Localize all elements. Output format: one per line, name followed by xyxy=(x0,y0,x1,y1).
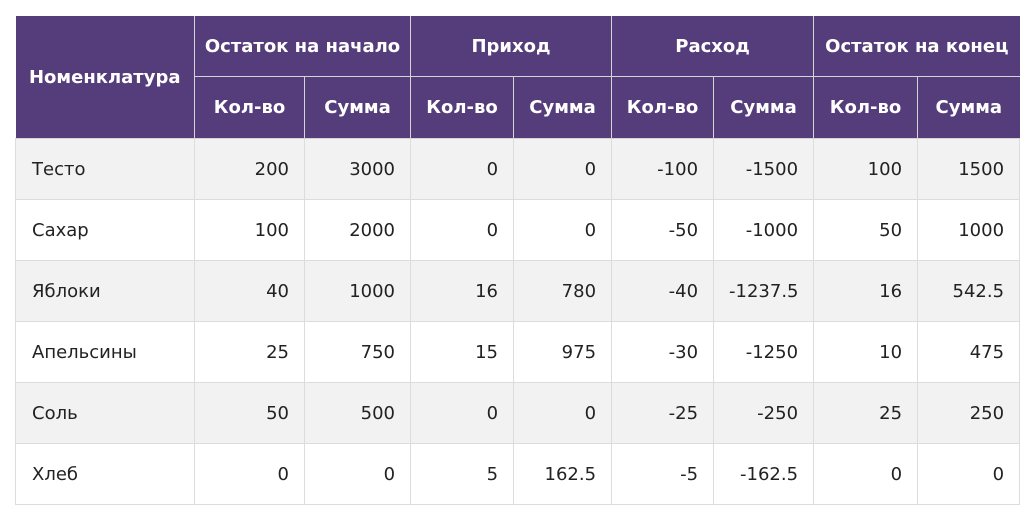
header-name[interactable]: Номенклатура xyxy=(15,16,195,139)
cell-outgoing-sum: -1500 xyxy=(713,138,814,200)
cell-closing-qty: 16 xyxy=(813,260,918,322)
table-row: Яблоки 40 1000 16 780 -40 -1237.5 16 542… xyxy=(15,260,1021,322)
cell-closing-qty: 50 xyxy=(813,199,918,261)
cell-incoming-sum: 0 xyxy=(513,138,612,200)
cell-outgoing-sum: -162.5 xyxy=(713,443,814,505)
cell-opening-qty: 100 xyxy=(194,199,305,261)
cell-closing-sum: 250 xyxy=(917,382,1021,444)
header-sub-qty[interactable]: Кол-во xyxy=(611,76,714,139)
header-sub-sum[interactable]: Сумма xyxy=(917,76,1020,139)
cell-incoming-sum: 0 xyxy=(513,382,612,444)
cell-opening-qty: 200 xyxy=(194,138,305,200)
cell-opening-sum: 1000 xyxy=(303,260,411,322)
cell-closing-sum: 1000 xyxy=(917,199,1021,261)
table-header: Номенклатура Остаток на начало Приход Ра… xyxy=(15,16,1020,139)
cell-opening-sum: 0 xyxy=(303,443,411,505)
cell-outgoing-qty: -40 xyxy=(611,260,714,322)
cell-incoming-sum: 780 xyxy=(513,260,612,322)
header-sub-qty[interactable]: Кол-во xyxy=(410,76,514,139)
cell-opening-qty: 40 xyxy=(194,260,305,322)
cell-incoming-sum: 0 xyxy=(513,199,612,261)
header-group-outgoing[interactable]: Расход xyxy=(611,16,814,77)
cell-closing-qty: 25 xyxy=(813,382,918,444)
header-group-closing[interactable]: Остаток на конец xyxy=(813,16,1020,77)
cell-outgoing-sum: -250 xyxy=(713,382,814,444)
row-name: Соль xyxy=(15,382,195,444)
cell-outgoing-sum: -1000 xyxy=(713,199,814,261)
cell-incoming-sum: 162.5 xyxy=(513,443,612,505)
cell-incoming-qty: 0 xyxy=(410,382,514,444)
cell-opening-sum: 3000 xyxy=(303,138,411,200)
cell-closing-sum: 0 xyxy=(917,443,1021,505)
row-name: Яблоки xyxy=(15,260,195,322)
row-name: Тесто xyxy=(15,138,195,200)
table-row: Хлеб 0 0 5 162.5 -5 -162.5 0 0 xyxy=(15,443,1021,505)
table-row: Соль 50 500 0 0 -25 -250 25 250 xyxy=(15,382,1021,444)
cell-closing-qty: 10 xyxy=(813,321,918,383)
cell-incoming-qty: 15 xyxy=(410,321,514,383)
cell-outgoing-sum: -1250 xyxy=(713,321,814,383)
cell-incoming-qty: 0 xyxy=(410,199,514,261)
stock-report: Номенклатура Остаток на начало Приход Ра… xyxy=(15,16,1021,505)
stock-table: Номенклатура Остаток на начало Приход Ра… xyxy=(15,16,1021,505)
cell-opening-qty: 0 xyxy=(194,443,305,505)
table-row: Сахар 100 2000 0 0 -50 -1000 50 1000 xyxy=(15,199,1021,261)
cell-outgoing-sum: -1237.5 xyxy=(713,260,814,322)
cell-closing-sum: 475 xyxy=(917,321,1021,383)
cell-outgoing-qty: -30 xyxy=(611,321,714,383)
table-row: Апельсины 25 750 15 975 -30 -1250 10 475 xyxy=(15,321,1021,383)
cell-opening-qty: 25 xyxy=(194,321,305,383)
header-sub-qty[interactable]: Кол-во xyxy=(194,76,305,139)
cell-opening-qty: 50 xyxy=(194,382,305,444)
cell-incoming-qty: 16 xyxy=(410,260,514,322)
row-name: Хлеб xyxy=(15,443,195,505)
header-sub-qty[interactable]: Кол-во xyxy=(813,76,918,139)
cell-incoming-sum: 975 xyxy=(513,321,612,383)
table-row: Тесто 200 3000 0 0 -100 -1500 100 1500 xyxy=(15,138,1021,200)
cell-incoming-qty: 5 xyxy=(410,443,514,505)
header-group-opening[interactable]: Остаток на начало xyxy=(193,16,411,77)
header-sub-sum[interactable]: Сумма xyxy=(713,76,814,139)
cell-opening-sum: 500 xyxy=(303,382,411,444)
cell-outgoing-qty: -100 xyxy=(611,138,714,200)
cell-closing-qty: 0 xyxy=(813,443,918,505)
cell-closing-sum: 1500 xyxy=(917,138,1021,200)
header-sub-sum[interactable]: Сумма xyxy=(303,76,411,139)
cell-closing-sum: 542.5 xyxy=(917,260,1021,322)
cell-outgoing-qty: -50 xyxy=(611,199,714,261)
header-group-incoming[interactable]: Приход xyxy=(410,16,612,77)
table-body: Тесто 200 3000 0 0 -100 -1500 100 1500 С… xyxy=(15,138,1021,505)
row-name: Апельсины xyxy=(15,321,195,383)
cell-outgoing-qty: -25 xyxy=(611,382,714,444)
cell-closing-qty: 100 xyxy=(813,138,918,200)
cell-outgoing-qty: -5 xyxy=(611,443,714,505)
cell-opening-sum: 750 xyxy=(303,321,411,383)
cell-opening-sum: 2000 xyxy=(303,199,411,261)
cell-incoming-qty: 0 xyxy=(410,138,514,200)
header-sub-sum[interactable]: Сумма xyxy=(513,76,612,139)
row-name: Сахар xyxy=(15,199,195,261)
